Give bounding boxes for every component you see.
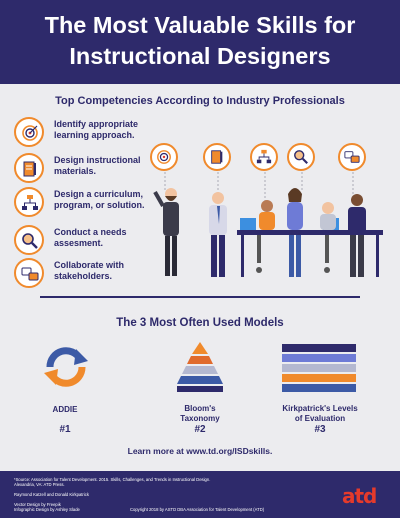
person-figure (153, 188, 179, 276)
competency-label: Conduct a needs assesment. (54, 227, 127, 248)
atd-logo[interactable]: atd (342, 485, 386, 507)
competency-item: Conduct a needs assesment. (14, 225, 154, 257)
learn-more-link[interactable]: Learn more at www.td.org/ISDskills. (127, 446, 273, 456)
cycle-arrows-icon (44, 347, 88, 387)
source-line: Alexandria, VA: ATD Press. (14, 482, 65, 487)
target-icon (14, 117, 44, 147)
competencies-heading: Top Competencies According to Industry P… (55, 95, 345, 107)
header-banner: The Most Valuable Skills for Instruction… (0, 0, 400, 84)
person-figure (348, 194, 366, 277)
logo-text: atd (342, 484, 377, 508)
model-label-line: Kirkpatrick's Levels (282, 404, 358, 413)
speech-bubbles-icon (14, 258, 44, 288)
table (237, 230, 383, 235)
title-line-2: Instructional Designers (69, 43, 331, 69)
competency-label: Design a curriculum, program, or solutio… (54, 189, 145, 210)
speech-bubbles-icon (338, 143, 366, 171)
flowchart-icon (250, 143, 278, 171)
model-label-kirkpatrick: Kirkpatrick's Levels of Evaluation (265, 404, 375, 424)
competency-label: Design instructional materials. (54, 155, 141, 176)
model-label-line: of Evaluation (294, 414, 346, 423)
footer: *Source: Association for Talent Developm… (0, 471, 400, 518)
competency-label: Collaborate with stakeholders. (54, 260, 125, 281)
copyright-text: Copyright 2018 by ASTD DBA Association f… (130, 507, 265, 512)
model-label-line: Bloom's (184, 404, 216, 413)
credit-line: Infographic Design by Ashley Slade (14, 507, 80, 512)
competency-label: Identify appropriate learning approach. (54, 119, 139, 140)
model-rank: #1 (59, 424, 71, 435)
credit-line: Vector Design by Freepik (14, 502, 61, 507)
section-divider (40, 296, 360, 298)
pyramid-icon (177, 342, 223, 392)
team-illustration (153, 172, 383, 277)
document-pencil-icon (203, 143, 231, 171)
target-icon (150, 143, 178, 171)
stacked-bars-icon (282, 344, 356, 392)
model-rank: #2 (194, 424, 206, 435)
page-title: The Most Valuable Skills for Instruction… (0, 10, 400, 72)
source-line: *Source: Association for Talent Developm… (14, 477, 211, 482)
model-label-bloom: Bloom's Taxonomy (160, 404, 240, 424)
flowchart-icon (14, 187, 44, 217)
model-rank: #3 (314, 424, 326, 435)
person-figure (256, 200, 275, 273)
competency-item: Collaborate with stakeholders. (14, 258, 154, 290)
competency-item: Identify appropriate learning approach. (14, 117, 154, 149)
credit-line: Raymond Katzell and Donald Kirkpatrick (14, 492, 89, 497)
competency-item: Design instructional materials. (14, 153, 154, 185)
document-pencil-icon (14, 153, 44, 183)
title-line-1: The Most Valuable Skills for (44, 12, 356, 38)
model-label-line: Taxonomy (180, 414, 220, 423)
model-label-addie: ADDIE (52, 405, 78, 414)
magnifier-icon (14, 225, 44, 255)
person-figure (287, 188, 303, 277)
person-figure (320, 202, 336, 273)
models-heading: The 3 Most Often Used Models (116, 317, 284, 329)
magnifier-icon (287, 143, 315, 171)
competency-item: Design a curriculum, program, or solutio… (14, 187, 154, 219)
person-figure (209, 192, 227, 277)
content-area (0, 84, 400, 471)
